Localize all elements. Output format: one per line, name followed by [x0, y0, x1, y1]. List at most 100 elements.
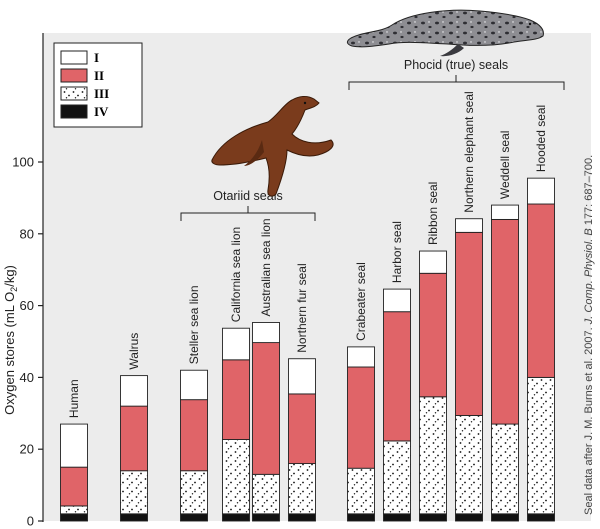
bar-segment-iv — [383, 513, 411, 522]
bar-segment-iv — [60, 513, 88, 522]
bar-segment-iii — [222, 439, 250, 515]
y-axis-title-main: Oxygen stores (mL O — [2, 292, 17, 415]
stacked-bars — [60, 177, 555, 522]
bar-segment-i — [120, 375, 148, 407]
bar-segment-i — [347, 346, 375, 368]
y-tick-label: 100 — [12, 155, 34, 170]
bar-stack — [252, 322, 280, 522]
credit-pages: 177: 687–700. — [583, 155, 595, 228]
category-labels: Human Walrus Steller sea lion California se… — [67, 91, 548, 418]
legend: I II III IV — [53, 42, 143, 128]
bar-stack — [419, 250, 447, 522]
svg-text:Seal data after J. M. Burns et: Seal data after J. M. Burns et al. 2007.… — [583, 155, 595, 515]
category-label: Hooded seal — [534, 105, 548, 172]
bar-segment-iv — [120, 513, 148, 522]
bar-segment-iv — [491, 513, 519, 522]
bar-segment-iv — [222, 513, 250, 522]
y-axis-ticks: 0 20 40 60 80 100 — [12, 155, 43, 529]
bar-segment-ii — [180, 399, 208, 472]
bar-segment-iii — [60, 505, 88, 515]
otariid-bracket — [180, 206, 316, 221]
category-label: California sea lion — [229, 227, 243, 322]
credit-text: Seal data after J. M. Burns et al. 2007. — [583, 324, 595, 515]
y-tick-label: 40 — [20, 370, 34, 385]
bar-segment-ii — [419, 272, 447, 398]
bar-segment-iii — [491, 423, 519, 515]
legend-label-iii: III — [94, 86, 109, 101]
bar-segment-i — [60, 423, 88, 468]
legend-swatch-iv — [60, 104, 88, 119]
bar-segment-ii — [60, 466, 88, 507]
bar-segment-ii — [527, 203, 555, 378]
bar-segment-iv — [252, 513, 280, 522]
bar-segment-iv — [180, 513, 208, 522]
bar-stack — [491, 204, 519, 522]
credit-journal: J. Comp. Physiol. B — [583, 228, 595, 325]
category-label: Australian sea lion — [259, 218, 273, 316]
bar-segment-i — [180, 369, 208, 401]
bar-stack — [180, 369, 208, 522]
bar-stack — [527, 177, 555, 522]
bar-segment-i — [491, 204, 519, 220]
sea-lion-illustration — [211, 96, 334, 197]
category-label: Harbor seal — [390, 221, 404, 283]
bar-segment-ii — [288, 393, 316, 465]
data-credit: Seal data after J. M. Burns et al. 2007.… — [583, 155, 595, 515]
legend-label-i: I — [94, 50, 99, 65]
y-tick-label: 0 — [27, 514, 34, 529]
category-label: Human — [67, 379, 81, 418]
bar-segment-i — [222, 327, 250, 361]
legend-swatch-iii — [60, 86, 88, 101]
bar-segment-ii — [455, 231, 483, 416]
bar-segment-iv — [347, 513, 375, 522]
y-tick-label: 80 — [20, 226, 34, 241]
seal-icon — [346, 9, 544, 48]
bar-segment-i — [419, 250, 447, 274]
y-axis-title-subscript: 2 — [9, 287, 19, 292]
bar-segment-iii — [252, 473, 280, 515]
y-tick-label: 60 — [20, 298, 34, 313]
y-axis-title-unit: /kg) — [2, 265, 17, 287]
bar-segment-iii — [347, 467, 375, 515]
bar-segment-iii — [527, 376, 555, 515]
seal-flipper — [440, 44, 464, 57]
bar-segment-iv — [419, 513, 447, 522]
category-label: Steller sea lion — [187, 286, 201, 365]
legend-label-iv: IV — [94, 104, 109, 119]
category-label: Walrus — [127, 333, 141, 370]
bar-segment-ii — [491, 218, 519, 425]
phocid-group: Phocid (true) seals — [348, 58, 565, 90]
bar-segment-ii — [222, 359, 250, 440]
bar-stack — [222, 327, 250, 522]
bar-segment-ii — [383, 311, 411, 442]
y-tick-label: 20 — [20, 442, 34, 457]
bar-segment-iv — [455, 513, 483, 522]
y-axis-title: Oxygen stores (mL O2/kg) — [2, 265, 19, 415]
bar-segment-i — [252, 322, 280, 344]
bar-stack — [60, 423, 88, 522]
phocid-group-label: Phocid (true) seals — [404, 58, 508, 72]
seal-eye — [528, 22, 532, 26]
legend-label-ii: II — [94, 68, 104, 83]
bar-segment-iv — [527, 513, 555, 522]
bar-segment-i — [455, 218, 483, 233]
bar-stack — [347, 346, 375, 522]
seal-illustration — [346, 9, 544, 57]
bar-segment-iii — [419, 396, 447, 515]
phocid-bracket — [348, 75, 565, 90]
legend-swatch-ii — [60, 68, 88, 83]
bar-segment-iii — [383, 440, 411, 515]
bar-segment-ii — [252, 342, 280, 475]
category-label: Northern fur seal — [295, 263, 309, 352]
otariid-group: Otariid seals — [180, 189, 316, 221]
bar-segment-iii — [120, 470, 148, 515]
bar-stack — [455, 218, 483, 522]
bar-segment-iii — [288, 463, 316, 515]
otariid-group-label: Otariid seals — [213, 189, 282, 203]
category-label: Ribbon seal — [426, 182, 440, 245]
category-label: Northern elephant seal — [462, 91, 476, 212]
svg-text:Oxygen stores (mL O2/kg): Oxygen stores (mL O2/kg) — [2, 265, 19, 415]
bar-stack — [383, 288, 411, 522]
category-label: Crabeater seal — [354, 262, 368, 341]
